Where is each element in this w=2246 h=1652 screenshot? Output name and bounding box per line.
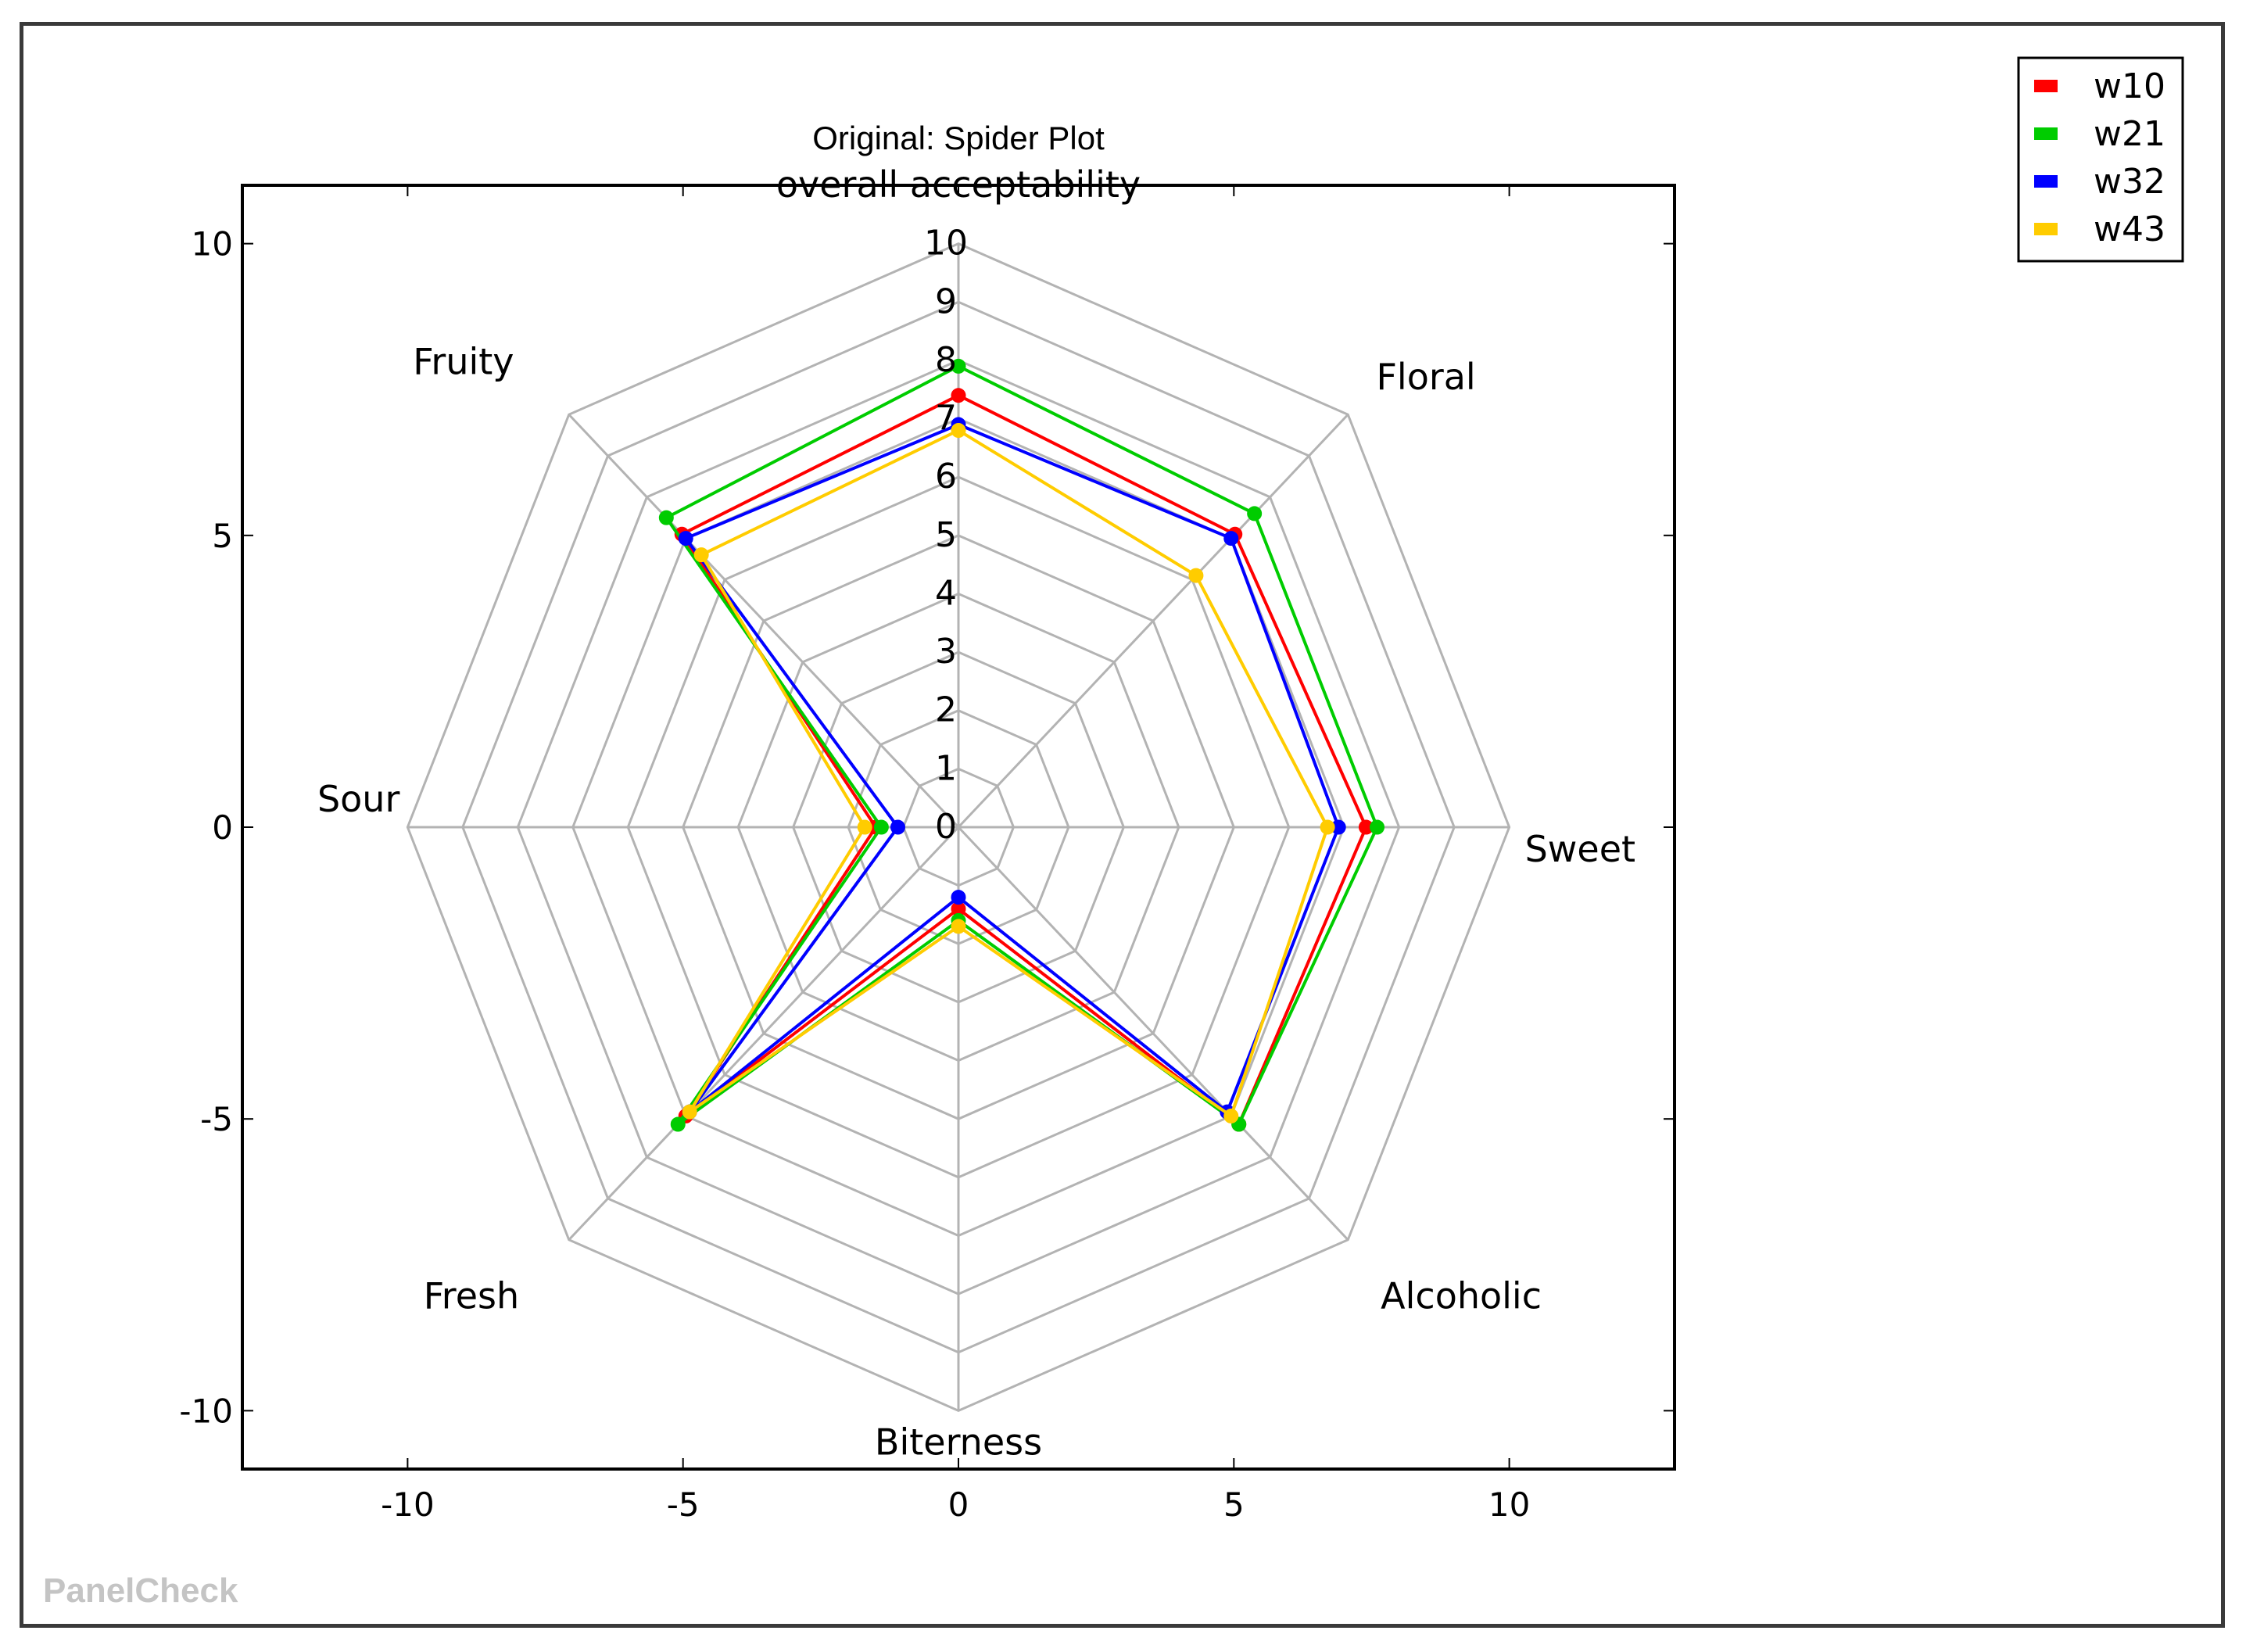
x-tick-label: 5 <box>1223 1485 1245 1524</box>
legend-label-w43: w43 <box>2094 210 2165 249</box>
series-point-w43 <box>1223 1108 1239 1123</box>
series-point-w43 <box>1188 568 1204 583</box>
grid-spoke <box>957 826 1349 1241</box>
legend-label-w21: w21 <box>2094 114 2165 154</box>
radial-tick-label: 3 <box>935 632 957 672</box>
grid-spoke <box>568 826 960 1241</box>
legend: w10 w21 w32 w43 <box>2017 56 2184 263</box>
radial-tick-label: 6 <box>935 457 957 496</box>
chart-title: Original: Spider Plot <box>812 120 1105 156</box>
radial-tick-label: 1 <box>935 748 957 788</box>
grid-spoke <box>568 414 960 829</box>
series-point-w21 <box>658 510 674 525</box>
x-tick-label: -10 <box>381 1485 435 1524</box>
legend-swatch-w43 <box>2034 223 2058 235</box>
radial-tick-label: 0 <box>935 807 957 847</box>
series-point-w43 <box>951 919 966 934</box>
series-point-w32 <box>890 819 905 835</box>
series-point-w43 <box>1320 819 1335 835</box>
series-point-w21 <box>873 819 889 835</box>
x-tick-label: 0 <box>948 1485 969 1524</box>
legend-swatch-w32 <box>2034 175 2058 188</box>
axis-label: Floral <box>1376 356 1475 398</box>
legend-label-w10: w10 <box>2094 66 2165 106</box>
series-point-w32 <box>951 890 966 905</box>
series-point-w21 <box>951 358 966 374</box>
series-point-w43 <box>682 1104 697 1120</box>
legend-swatch-w21 <box>2034 127 2058 140</box>
x-tick-label: 10 <box>1488 1485 1530 1524</box>
series-point-w32 <box>1223 531 1239 546</box>
y-tick-label: 0 <box>212 808 233 847</box>
axis-label: Biterness <box>875 1421 1042 1463</box>
y-tick-label: 5 <box>212 517 233 555</box>
radial-tick-labels: 0 1 2 3 4 5 6 7 8 9 10 <box>924 224 968 847</box>
series-point-w10 <box>951 388 966 403</box>
grid-spoke <box>957 414 1349 829</box>
series-point-w21 <box>1370 819 1385 835</box>
radial-tick-label: 2 <box>935 690 957 730</box>
series-point-w21 <box>670 1116 686 1132</box>
data-series <box>658 358 1385 1132</box>
axis-label: Sour <box>317 778 399 820</box>
series-point-w43 <box>951 422 966 438</box>
series-point-w21 <box>1247 506 1263 521</box>
axis-label: overall acceptability <box>776 163 1141 206</box>
x-tick-label: -5 <box>667 1485 700 1524</box>
radial-tick-label: 5 <box>935 515 957 555</box>
axis-label: Alcoholic <box>1381 1274 1542 1317</box>
radial-tick-label: 4 <box>935 573 957 613</box>
series-line-w21 <box>664 364 1379 1127</box>
radial-tick-label: 8 <box>935 340 957 380</box>
legend-label-w32: w32 <box>2094 162 2165 202</box>
series-point-w43 <box>693 547 709 563</box>
axis-label: Sweet <box>1525 828 1635 870</box>
watermark-text: PanelCheck <box>43 1571 238 1610</box>
y-tick-label: -5 <box>200 1100 233 1138</box>
y-tick-label: 10 <box>192 225 233 263</box>
axis-label: Fresh <box>424 1274 519 1317</box>
legend-swatch-w10 <box>2034 80 2058 92</box>
series-point-w32 <box>678 531 693 546</box>
radial-tick-label: 9 <box>935 281 957 321</box>
radial-tick-label: 7 <box>935 399 957 439</box>
series-point-w43 <box>857 819 872 835</box>
axis-label: Fruity <box>413 341 514 383</box>
radial-tick-label: 10 <box>924 224 968 263</box>
y-tick-label: -10 <box>179 1392 233 1430</box>
axis-labels: overall acceptability Floral Sweet Alcoholi… <box>317 163 1635 1463</box>
